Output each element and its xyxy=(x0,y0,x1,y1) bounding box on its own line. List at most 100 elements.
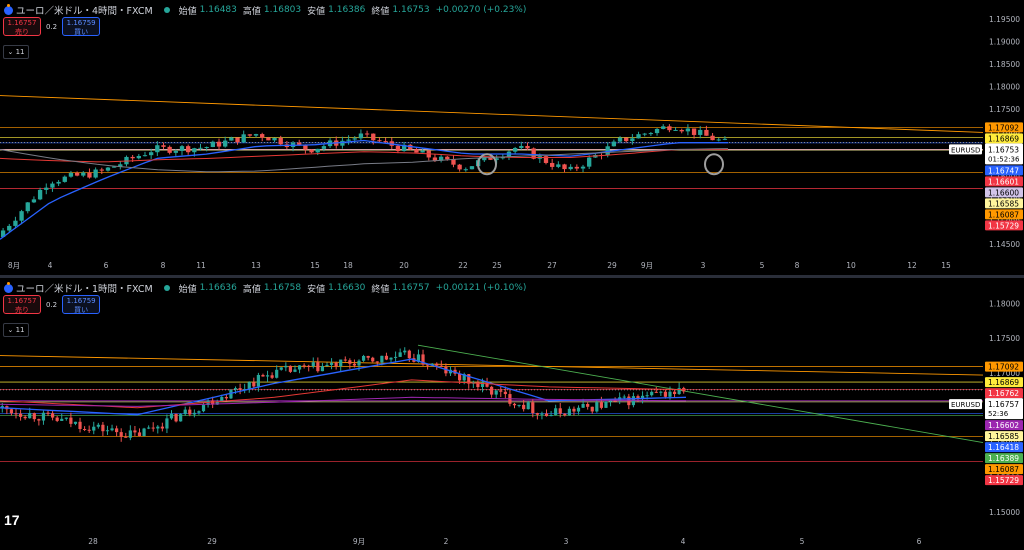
candle-body xyxy=(630,138,635,142)
candle-body xyxy=(161,145,166,147)
buy-button[interactable]: 1.16759 買い xyxy=(62,295,101,314)
moving-average-line xyxy=(0,358,687,416)
candle-body xyxy=(9,409,14,414)
candle-body xyxy=(197,411,201,413)
indicator-collapse-button[interactable]: ⌄ 11 xyxy=(3,45,29,59)
candle-body xyxy=(247,382,251,390)
candle-body xyxy=(574,166,580,169)
candle-body xyxy=(315,148,320,153)
candle-body xyxy=(679,129,684,132)
candle-body xyxy=(201,404,206,412)
price-axis-label: 1.19500 xyxy=(989,15,1020,24)
current-price-tag xyxy=(985,398,1023,420)
candle-body xyxy=(438,156,444,161)
candlestick-chart-1h[interactable]: 1.180001.175001.170001.165001.160001.155… xyxy=(0,278,1024,550)
price-level-tag xyxy=(985,220,1023,231)
symbol-tag xyxy=(949,144,982,155)
candle-body xyxy=(173,150,178,153)
pane-divider[interactable] xyxy=(0,275,1024,278)
candle-body xyxy=(462,374,466,381)
time-axis-label: 27 xyxy=(547,261,557,270)
candle-body xyxy=(105,430,110,432)
moving-average-line xyxy=(0,149,728,163)
candle-body xyxy=(580,166,586,169)
candle-body xyxy=(211,400,215,405)
close-value: 1.16753 xyxy=(392,5,430,15)
symbol-title[interactable]: ユーロ／米ドル・4時間・FXCM xyxy=(16,6,153,17)
candle-body xyxy=(554,408,558,415)
price-level-tag xyxy=(985,475,1023,486)
sell-button[interactable]: 1.16757 売り xyxy=(3,17,41,36)
candle-body xyxy=(137,432,142,437)
candle-body xyxy=(377,140,382,142)
trade-box: 1.16757 売り 0.2 1.16759 買い xyxy=(3,17,101,36)
time-axis-label: 3 xyxy=(701,261,706,270)
candle-body xyxy=(256,374,260,387)
candle-body xyxy=(544,413,549,417)
sell-button[interactable]: 1.16757 売り xyxy=(3,295,41,314)
price-axis-label: 1.17500 xyxy=(989,105,1020,114)
candle-body xyxy=(261,374,265,377)
candle-body xyxy=(716,139,721,141)
time-axis-label: 9月 xyxy=(353,537,365,546)
candle-body xyxy=(358,133,364,139)
candle-body xyxy=(371,133,376,141)
candle-body xyxy=(648,133,654,135)
time-axis-label: 8 xyxy=(795,261,800,270)
buy-button[interactable]: 1.16759 買い xyxy=(62,17,101,36)
candle-body xyxy=(151,427,155,429)
close-label: 終値 xyxy=(371,284,390,295)
spread-value: 0.2 xyxy=(46,300,58,309)
candle-body xyxy=(636,396,640,399)
symbol-title[interactable]: ユーロ／米ドル・1時間・FXCM xyxy=(16,284,153,295)
candle-body xyxy=(37,189,43,200)
candle-body xyxy=(235,137,240,143)
price-level-text: 1.16601 xyxy=(988,177,1019,186)
low-label: 安値 xyxy=(307,6,326,17)
candle-body xyxy=(56,181,61,184)
indicator-collapse-button[interactable]: ⌄ 11 xyxy=(3,323,29,337)
chart-pane-4h[interactable]: 1.19500 1.19000 1.18500 1.18000 1.17500 1.170… xyxy=(0,0,1024,275)
candle-body xyxy=(224,397,228,399)
time-axis-label: 20 xyxy=(399,261,409,270)
candle-body xyxy=(167,146,172,153)
candle-body xyxy=(69,417,73,424)
candle-body xyxy=(13,220,18,226)
trendline xyxy=(0,95,984,133)
current-price-text: 1.16757 xyxy=(988,400,1019,409)
candlestick-chart-4h[interactable]: 1.19500 1.19000 1.18500 1.18000 1.17500 1.170… xyxy=(0,0,1024,275)
candle-body xyxy=(325,364,329,367)
candle-body xyxy=(550,162,555,167)
candle-body xyxy=(216,141,222,147)
candle-body xyxy=(64,417,68,419)
time-axis-label: 18 xyxy=(343,261,353,270)
candle-body xyxy=(142,155,148,157)
symbol-tag xyxy=(949,399,982,410)
candle-body xyxy=(60,418,64,421)
candle-body xyxy=(526,402,530,410)
candle-body xyxy=(142,428,146,437)
candle-body xyxy=(265,375,270,377)
candle-body xyxy=(41,412,46,421)
time-axis-label: 8月 xyxy=(8,261,20,270)
chart-pane-1h[interactable]: 1.180001.175001.170001.165001.160001.155… xyxy=(0,278,1024,550)
candle-body xyxy=(576,407,581,412)
candle-body xyxy=(380,355,384,363)
fxcm-logo-icon xyxy=(4,281,13,293)
time-axis-label: 3 xyxy=(564,537,569,546)
price-level-text: 1.15729 xyxy=(988,221,1019,230)
candle-body xyxy=(650,391,654,396)
candle-body xyxy=(37,419,41,421)
candle-body xyxy=(188,409,192,415)
candle-body xyxy=(210,141,216,148)
candle-body xyxy=(155,145,160,153)
countdown-timer: 52:36 xyxy=(988,410,1009,418)
candle-body xyxy=(445,156,450,160)
time-axis-label: 29 xyxy=(207,537,217,546)
candle-body xyxy=(87,172,92,178)
candle-body xyxy=(46,412,50,414)
candle-body xyxy=(81,172,86,176)
candle-body xyxy=(531,148,536,159)
symbol-header: ユーロ／米ドル・4時間・FXCM 始値 1.16483 高値 1.16803 安値 1… xyxy=(4,3,529,17)
tradingview-logo-icon[interactable]: 17 xyxy=(4,512,20,528)
